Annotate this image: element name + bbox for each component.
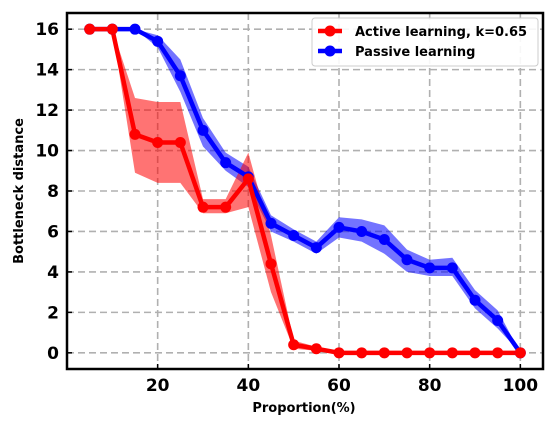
y-tick-label: 12	[35, 101, 59, 121]
point-passive	[469, 294, 481, 306]
point-active	[174, 136, 186, 148]
point-passive	[378, 234, 390, 246]
point-active	[401, 347, 413, 359]
point-passive	[265, 217, 277, 229]
point-active	[492, 347, 504, 359]
point-active	[106, 23, 118, 35]
point-passive	[401, 254, 413, 266]
y-tick-label: 10	[35, 142, 59, 162]
confidence-bands	[89, 29, 521, 353]
point-active	[378, 347, 390, 359]
point-passive	[356, 225, 368, 237]
point-active	[310, 343, 322, 355]
x-tick-label: 60	[327, 376, 351, 396]
legend-label-passive: Passive learning	[355, 45, 475, 60]
point-passive	[152, 35, 164, 47]
point-active	[333, 347, 345, 359]
y-tick-label: 14	[35, 61, 59, 81]
point-passive	[174, 70, 186, 82]
y-tick-label: 8	[47, 182, 59, 202]
legend-label-active: Active learning, k=0.65	[355, 25, 527, 40]
legend-marker-active	[324, 25, 336, 37]
y-axis-title: Bottleneck distance	[12, 118, 27, 264]
x-tick-label: 20	[146, 376, 170, 396]
point-active	[197, 201, 209, 213]
legend: Active learning, k=0.65 Passive learning	[311, 17, 539, 67]
legend-box	[311, 17, 539, 67]
point-active	[446, 347, 458, 359]
point-passive	[333, 221, 345, 233]
point-passive	[446, 262, 458, 274]
point-passive	[197, 124, 209, 136]
point-passive	[492, 314, 504, 326]
y-tick-label: 0	[47, 344, 59, 364]
point-active	[152, 136, 164, 148]
band-passive	[89, 29, 521, 353]
point-active	[220, 201, 232, 213]
point-active	[424, 347, 436, 359]
x-tick-label: 80	[418, 376, 442, 396]
x-tick-label: 40	[236, 376, 260, 396]
point-passive	[220, 157, 232, 169]
point-passive	[424, 262, 436, 274]
point-active	[469, 347, 481, 359]
point-passive	[129, 23, 141, 35]
y-tick-label: 2	[47, 303, 59, 323]
point-passive	[288, 230, 300, 241]
series-markers	[84, 23, 526, 359]
point-active	[514, 347, 526, 359]
axis-ticks: 20 40 60 80 100 0 2 4 6 8 10 12 14 16	[35, 20, 538, 396]
point-active	[288, 339, 300, 351]
y-tick-label: 6	[47, 222, 59, 242]
point-active	[265, 258, 277, 270]
point-active	[356, 347, 368, 359]
y-tick-label: 4	[47, 263, 59, 283]
point-passive	[310, 242, 322, 254]
legend-marker-passive	[324, 45, 336, 57]
point-active	[129, 128, 141, 140]
point-active	[242, 173, 254, 185]
x-tick-label: 100	[503, 376, 539, 396]
y-tick-label: 16	[35, 20, 59, 40]
point-active	[84, 23, 96, 35]
x-axis-title: Proportion(%)	[252, 401, 355, 416]
